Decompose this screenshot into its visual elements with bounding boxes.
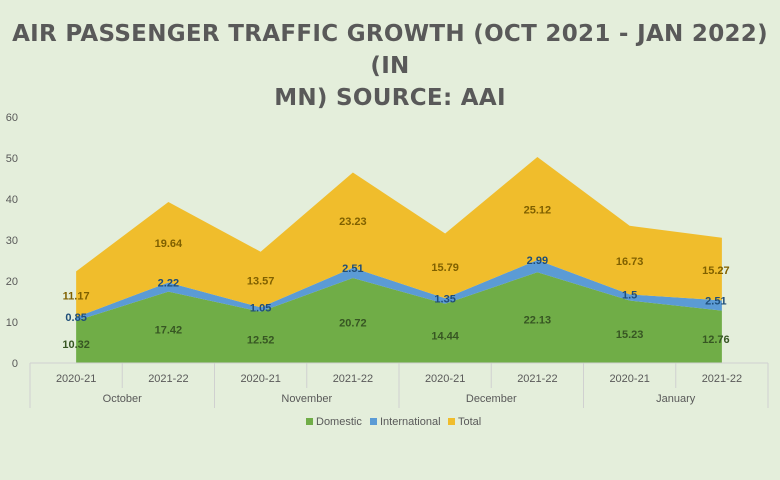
- x-tick-label: 2020-21: [240, 373, 280, 385]
- chart-title-line-1: AIR PASSENGER TRAFFIC GROWTH (OCT 2021 -…: [12, 21, 768, 79]
- data-label-domestic: 17.42: [155, 324, 183, 336]
- x-tick-label: 2021-22: [148, 373, 188, 385]
- y-tick-label: 40: [6, 194, 18, 206]
- data-label-international: 0.85: [65, 312, 86, 324]
- data-label-international: 2.51: [705, 295, 726, 307]
- legend-swatch-domestic: [306, 418, 313, 425]
- legend-label-total: Total: [458, 416, 481, 428]
- chart-title-line-2: MN) SOURCE: AAI: [274, 85, 506, 111]
- y-tick-label: 60: [6, 112, 18, 124]
- chart-title: AIR PASSENGER TRAFFIC GROWTH (OCT 2021 -…: [0, 18, 780, 114]
- x-group-label: January: [656, 393, 696, 405]
- data-label-total: 23.23: [339, 216, 367, 228]
- legend-label-domestic: Domestic: [316, 416, 362, 428]
- data-label-total: 19.64: [155, 238, 183, 250]
- x-group-label: December: [466, 393, 517, 405]
- x-tick-label: 2020-21: [56, 373, 96, 385]
- legend-swatch-international: [370, 418, 377, 425]
- y-tick-label: 50: [6, 153, 18, 165]
- data-label-total: 15.79: [431, 262, 459, 274]
- x-tick-label: 2020-21: [425, 373, 465, 385]
- data-label-total: 15.27: [702, 265, 730, 277]
- data-label-domestic: 22.13: [524, 315, 552, 327]
- data-label-domestic: 20.72: [339, 318, 367, 330]
- x-tick-label: 2021-22: [517, 373, 557, 385]
- data-label-domestic: 12.52: [247, 334, 275, 346]
- data-label-international: 2.99: [527, 255, 548, 267]
- x-group-label: October: [103, 393, 142, 405]
- y-tick-label: 10: [6, 317, 18, 329]
- area-series-total: [76, 157, 722, 318]
- data-label-total: 13.57: [247, 276, 275, 288]
- x-tick-label: 2020-21: [609, 373, 649, 385]
- y-tick-label: 20: [6, 276, 18, 288]
- x-tick-label: 2021-22: [333, 373, 373, 385]
- data-label-domestic: 15.23: [616, 329, 644, 341]
- data-label-international: 1.05: [250, 302, 271, 314]
- legend-swatch-total: [448, 418, 455, 425]
- data-label-domestic: 10.32: [62, 339, 90, 351]
- y-tick-label: 0: [12, 358, 18, 370]
- data-label-total: 11.17: [63, 290, 90, 302]
- legend-label-international: International: [380, 416, 441, 428]
- data-label-domestic: 12.76: [702, 334, 730, 346]
- data-label-domestic: 14.44: [431, 330, 459, 342]
- data-label-international: 1.5: [622, 289, 637, 301]
- x-tick-label: 2021-22: [702, 373, 742, 385]
- data-label-international: 1.35: [434, 293, 455, 305]
- data-label-total: 16.73: [616, 256, 644, 268]
- area-series-international: [76, 260, 722, 321]
- area-series-domestic: [76, 272, 722, 363]
- x-group-label: November: [281, 393, 332, 405]
- y-tick-label: 30: [6, 235, 18, 247]
- data-label-international: 2.22: [158, 277, 179, 289]
- data-label-international: 2.51: [342, 263, 363, 275]
- data-label-total: 25.12: [524, 205, 552, 217]
